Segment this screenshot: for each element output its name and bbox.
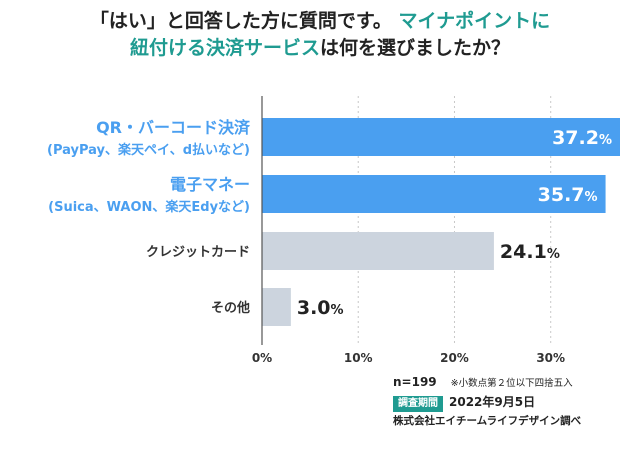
bar (262, 118, 620, 156)
x-tick-label: 20% (440, 351, 469, 365)
category-label: QR・バーコード決済 (96, 118, 251, 137)
survey-info: n=199 ※小数点第２位以下四捨五入 調査期間 2022年9月5日 株式会社エイチ… (393, 373, 581, 431)
x-tick-label: 30% (536, 351, 565, 365)
bar (262, 288, 291, 326)
category-sublabel: (Suica、WAON、楽天Edyなど) (48, 199, 250, 215)
value-label: 3.0% (297, 297, 344, 319)
category-sublabel: (PayPay、楽天ペイ、d払いなど) (47, 142, 250, 158)
value-label: 24.1% (500, 241, 560, 263)
rounding-note: ※小数点第２位以下四捨五入 (450, 378, 573, 389)
category-label: クレジットカード (146, 245, 250, 260)
category-label: 電子マネー (170, 175, 250, 194)
title-line-1: 「はい」と回答した方に質問です。 マイナポイントに (0, 8, 640, 35)
title-line-1-highlight: マイナポイントに (398, 10, 551, 32)
title-line-2-question: は何を選びましたか？ (320, 37, 511, 59)
bar-chart: 0% 10% 20% 30% 37.2% QR・バーコード決済 (PayPay、楽天ペイ、d… (47, 96, 620, 365)
value-label: 35.7% (538, 184, 598, 206)
title-line-2: 紐付ける決済サービスは何を選びましたか？ (0, 35, 640, 62)
x-tick-label: 0% (252, 351, 272, 365)
value-label: 37.2% (552, 127, 612, 149)
sample-size: n=199 (393, 375, 437, 389)
survey-date: 2022年9月5日 (449, 395, 536, 409)
chart-title: 「はい」と回答した方に質問です。 マイナポイントに 紐付ける決済サービスは何を選… (0, 8, 640, 62)
title-line-2-highlight: 紐付ける決済サービス (129, 37, 320, 59)
survey-credit: 株式会社エイチームライフデザイン調べ (393, 415, 582, 427)
survey-period-badge: 調査期間 (393, 396, 443, 412)
bar (262, 232, 494, 270)
bar (262, 175, 606, 213)
x-tick-label: 10% (344, 351, 373, 365)
category-label: その他 (211, 300, 250, 316)
title-line-1-question: 「はい」と回答した方に質問です。 (89, 10, 392, 32)
